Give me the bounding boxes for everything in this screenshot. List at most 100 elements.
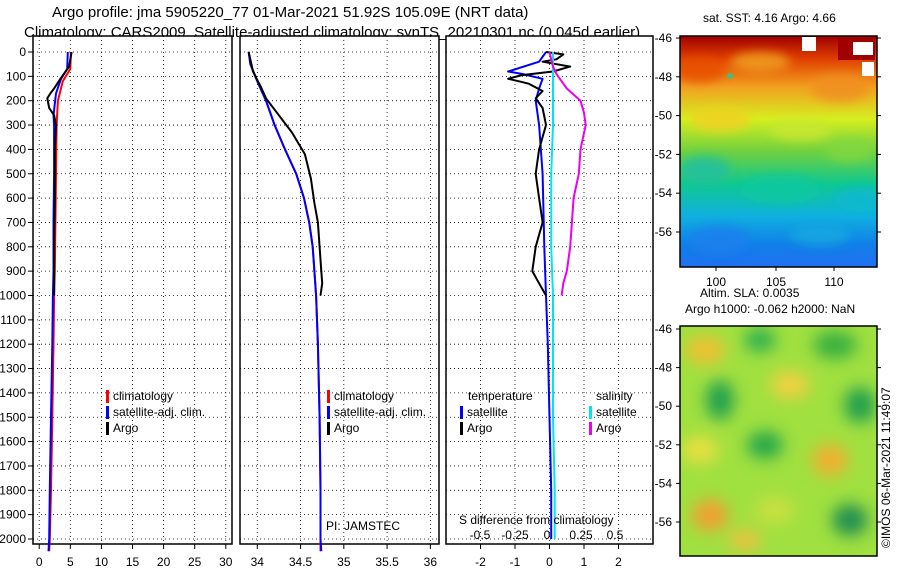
profile-line-temperature-argo: [507, 51, 572, 296]
x-tick-label: -2: [475, 555, 486, 569]
salinity-profiles: [247, 51, 324, 552]
x-tick-label: 36: [424, 555, 438, 569]
x-tick-label: 35.5: [375, 555, 399, 569]
depth-tick-label: 1900: [0, 508, 26, 522]
salinity-legend: climatology satellite-adj. clim. Argo: [327, 389, 426, 435]
x-tick-label: 2: [615, 555, 622, 569]
longitude-tick-label: 100: [706, 275, 726, 289]
legend-label-satellite: satellite-adj. clim.: [334, 405, 426, 419]
figure-title-line-1: Argo profile: jma 5905220_77 01-Mar-2021…: [52, 4, 529, 21]
legend-marker-satellite: [327, 406, 330, 419]
difference-legend: temperature satellite Argo salinity sate…: [460, 389, 637, 435]
latitude-tick-label: -56: [655, 225, 673, 239]
legend-label-sal-argo: Argo: [596, 421, 622, 435]
sst-map-title: sat. SST: 4.16 Argo: 4.66: [703, 11, 836, 25]
x-tick-label: 35: [337, 555, 351, 569]
legend-marker-sal-satellite: [589, 406, 592, 419]
depth-tick-label: 1800: [0, 483, 26, 497]
depth-tick-label: 500: [6, 167, 26, 181]
latitude-tick-label: -48: [655, 70, 673, 84]
latitude-tick-label: -50: [655, 109, 673, 123]
legend-marker-argo: [327, 422, 330, 435]
latitude-tick-label: -52: [655, 438, 673, 452]
sla-map-image: [680, 326, 877, 556]
sla-map-panel: Altim. SLA: 0.0035 Argo h1000: -0.062 h2…: [655, 286, 881, 557]
sla-map-title-line-1: Altim. SLA: 0.0035: [700, 286, 800, 300]
salinity-panel: 34 34.5 35 35.5 36 climatology satellite-adj…: [239, 35, 440, 569]
sla-map-title-line-2: Argo h1000: -0.062 h2000: NaN: [685, 302, 855, 316]
legend-label-argo: Argo: [334, 421, 360, 435]
legend-marker-temp-argo: [460, 422, 463, 435]
depth-tick-label: 100: [6, 69, 26, 83]
legend-marker-climatology: [106, 390, 109, 403]
difference-profiles: [507, 51, 587, 539]
x-tick-label: 0: [546, 555, 553, 569]
imos-credit: ©IMOS 06-Mar-2021 11:49:07: [879, 387, 893, 548]
latitude-tick-label: -52: [655, 147, 673, 161]
latitude-tick-label: -56: [655, 515, 673, 529]
depth-tick-label: 700: [6, 215, 26, 229]
x-tick-label: -1: [510, 555, 521, 569]
x-tick-label: 34.5: [289, 555, 313, 569]
depth-tick-label: 300: [6, 118, 26, 132]
legend-marker-satellite: [106, 406, 109, 419]
legend-marker-climatology: [327, 390, 330, 403]
depth-tick-label: 2000: [0, 532, 26, 546]
difference-grid: [446, 36, 653, 549]
profile-line-salinity-satellite: [550, 52, 556, 539]
salinity-difference-tick-label: -0.25: [501, 528, 529, 542]
difference-xlabel: S difference from climatology: [459, 513, 614, 527]
difference-tick-labels: -2 -1 0 1 2: [475, 555, 622, 569]
profile-line-temperature-satellite: [507, 51, 553, 539]
latitude-tick-label: -46: [655, 322, 673, 336]
legend-label-climatology: climatology: [113, 389, 173, 403]
depth-tick-label: 1100: [0, 313, 26, 327]
legend-label-satellite: satellite-adj. clim.: [113, 405, 205, 419]
depth-tick-label: 1000: [0, 289, 26, 303]
x-tick-label: 10: [95, 555, 109, 569]
legend-label-climatology: climatology: [334, 389, 394, 403]
legend-marker-sal-argo: [589, 422, 592, 435]
sst-longitude-labels: 100 105 110: [706, 267, 844, 289]
latitude-tick-label: -46: [655, 31, 673, 45]
legend-title-salinity: salinity: [596, 389, 633, 403]
depth-tick-label: 900: [6, 264, 26, 278]
temperature-grid: [33, 36, 232, 549]
profile-line-argo: [46, 51, 73, 296]
latitude-tick-label: -48: [655, 361, 673, 375]
latitude-tick-label: -54: [655, 476, 673, 490]
depth-tick-label: 1500: [0, 410, 26, 424]
depth-tick-label: 1700: [0, 459, 26, 473]
depth-tick-label: 800: [6, 240, 26, 254]
x-tick-label: 34: [251, 555, 265, 569]
profile-line-salinity-argo: [548, 51, 587, 296]
x-tick-label: 5: [67, 555, 74, 569]
x-tick-label: 30: [219, 555, 233, 569]
difference-panel: -2 -1 0 1 2 -0.5 -0.25 0 0.25 0.5 temperature sa…: [445, 35, 654, 569]
pi-annotation: PI: JAMSTEC: [326, 519, 400, 533]
salinity-difference-tick-label: 0.25: [569, 528, 593, 542]
x-tick-label: 1: [581, 555, 588, 569]
salinity-grid: [240, 36, 439, 549]
legend-label-temp-argo: Argo: [467, 421, 493, 435]
x-tick-label: 0: [36, 555, 43, 569]
sla-latitude-labels: -46 -48 -50 -52 -54 -56: [655, 322, 881, 529]
temperature-profiles: [46, 51, 73, 552]
longitude-tick-label: 110: [824, 275, 843, 289]
x-tick-label: 20: [157, 555, 171, 569]
salinity-difference-tick-label: 0.5: [607, 528, 624, 542]
depth-tick-label: 400: [6, 142, 26, 156]
latitude-tick-label: -54: [655, 186, 673, 200]
salinity-difference-tick-labels: -0.5 -0.25 0 0.25 0.5: [470, 528, 624, 542]
temperature-panel: 0100200300400500600700800900100011001200…: [0, 35, 233, 569]
legend-label-sal-satellite: satellite: [596, 405, 637, 419]
salinity-difference-tick-label: 0: [544, 528, 551, 542]
salinity-difference-tick-label: -0.5: [470, 528, 491, 542]
sst-latitude-labels: -46 -48 -50 -52 -54 -56: [655, 31, 881, 239]
depth-tick-label: 600: [6, 191, 26, 205]
depth-tick-labels: 0 100 200 300 400 500 600 700 800 900 1000 1100 1200…: [0, 45, 33, 546]
x-tick-label: 15: [126, 555, 140, 569]
longitude-tick-label: 105: [766, 275, 786, 289]
temperature-legend: climatology satellite-adj. clim. Argo: [106, 389, 205, 435]
